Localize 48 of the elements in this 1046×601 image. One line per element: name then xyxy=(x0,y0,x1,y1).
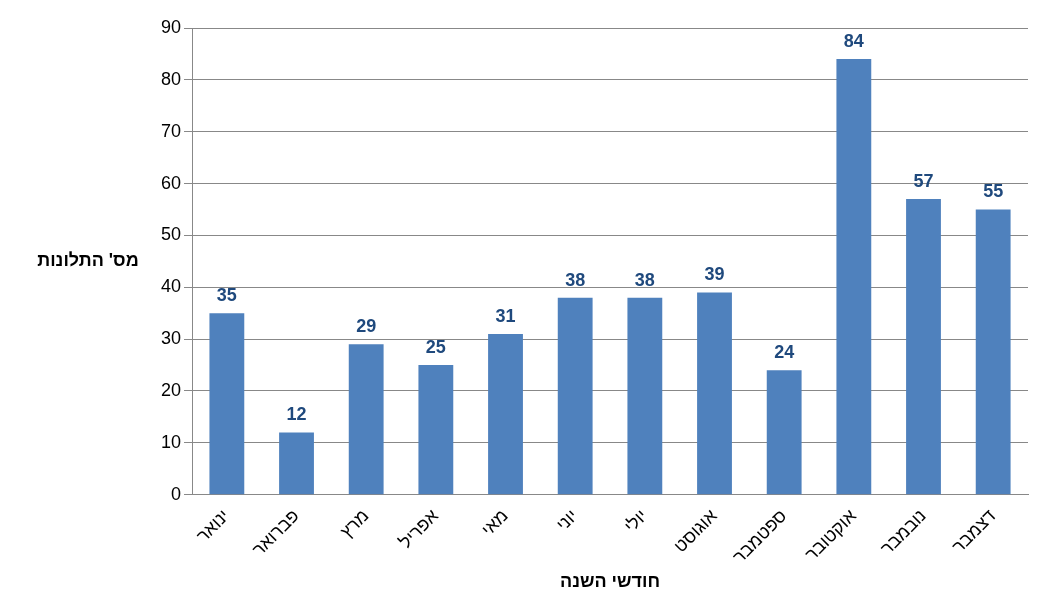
data-label: 38 xyxy=(634,269,655,290)
data-label: 38 xyxy=(565,269,586,290)
x-tick-label: אוקטובר xyxy=(801,505,861,565)
y-tick-label: 50 xyxy=(160,224,182,245)
data-label: 55 xyxy=(983,181,1004,202)
data-label: 25 xyxy=(425,337,446,358)
bar xyxy=(836,59,872,495)
bar xyxy=(557,297,593,495)
y-tick-label: 0 xyxy=(171,483,182,504)
x-axis-title: חודשי השנה xyxy=(560,571,661,592)
data-label: 12 xyxy=(286,404,307,425)
bar xyxy=(488,333,523,495)
x-tick-label: מרץ xyxy=(336,505,373,542)
data-label: 24 xyxy=(774,342,795,363)
y-tick-label: 40 xyxy=(160,276,182,297)
bar xyxy=(418,365,454,495)
y-tick-label: 80 xyxy=(160,68,182,89)
data-label: 35 xyxy=(216,285,237,306)
y-tick-label: 60 xyxy=(160,172,182,193)
x-tick-label: דצמבר xyxy=(948,505,1000,557)
x-tick-label: יולי xyxy=(620,505,652,537)
bar xyxy=(627,297,663,495)
y-tick-label: 10 xyxy=(160,431,182,452)
data-label: 39 xyxy=(704,264,725,285)
y-tick-label: 20 xyxy=(160,379,182,400)
data-label: 29 xyxy=(356,316,377,337)
y-axis-title: מס' התלונות xyxy=(37,250,139,271)
data-label: 57 xyxy=(913,171,934,192)
y-tick-label: 70 xyxy=(160,120,182,141)
bar xyxy=(209,313,245,495)
x-tick-label: אוגוסט xyxy=(670,505,722,557)
bar xyxy=(975,209,1011,495)
x-tick-label: ספטמבר xyxy=(728,505,791,568)
data-label: 84 xyxy=(843,31,864,52)
x-tick-label: ינואר xyxy=(192,505,234,547)
x-tick-label: נובמבר xyxy=(876,505,930,559)
x-tick-label: יוני xyxy=(552,505,582,535)
bar xyxy=(697,292,732,495)
bar xyxy=(906,199,941,495)
data-label: 31 xyxy=(495,305,516,326)
bar xyxy=(348,344,384,495)
y-tick-label: 30 xyxy=(160,328,182,349)
bar xyxy=(279,432,314,495)
x-tick-label: פברואר xyxy=(248,505,303,560)
bar xyxy=(766,370,802,495)
x-tick-label: אפריל xyxy=(395,505,443,553)
x-tick-label: מאי xyxy=(477,505,512,540)
y-tick-label: 90 xyxy=(160,16,182,37)
